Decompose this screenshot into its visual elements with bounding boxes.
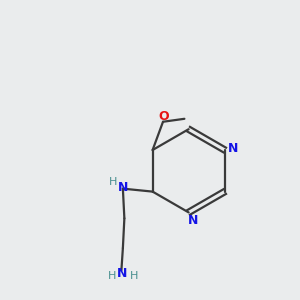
Text: N: N xyxy=(228,142,238,155)
Text: H: H xyxy=(108,271,116,281)
Text: H: H xyxy=(109,177,118,187)
Text: H: H xyxy=(130,271,138,281)
Text: O: O xyxy=(158,110,169,123)
Text: N: N xyxy=(117,267,128,280)
Text: N: N xyxy=(118,181,129,194)
Text: N: N xyxy=(188,214,198,227)
